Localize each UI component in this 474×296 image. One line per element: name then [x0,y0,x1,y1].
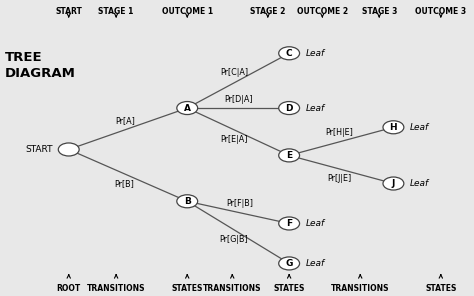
Circle shape [383,177,404,190]
Text: STATES: STATES [172,284,203,292]
Text: Pr[J|E]: Pr[J|E] [327,173,351,183]
Text: J: J [392,179,395,188]
Text: TREE
DIAGRAM: TREE DIAGRAM [5,51,76,80]
Text: Pr[F|B]: Pr[F|B] [227,199,254,208]
Text: B: B [184,197,191,206]
Text: Pr[D|A]: Pr[D|A] [224,95,253,104]
Text: Leaf: Leaf [306,259,325,268]
Text: STAGE 2: STAGE 2 [250,7,285,16]
Text: Leaf: Leaf [306,104,325,112]
Text: Leaf: Leaf [306,219,325,228]
Text: START: START [55,7,82,16]
Text: G: G [285,259,293,268]
Text: OUTCOME 1: OUTCOME 1 [162,7,213,16]
Text: TRANSITIONS: TRANSITIONS [203,284,262,292]
Text: D: D [285,104,293,112]
Text: STAGE 3: STAGE 3 [362,7,397,16]
Text: Pr[A]: Pr[A] [115,116,135,125]
Text: Pr[G|B]: Pr[G|B] [219,235,248,244]
Text: F: F [286,219,292,228]
Text: Leaf: Leaf [410,179,429,188]
Text: Pr[E|A]: Pr[E|A] [221,135,248,144]
Text: START: START [25,145,53,154]
Text: ROOT: ROOT [56,284,81,292]
Text: STATES: STATES [425,284,456,292]
Text: Pr[H|E]: Pr[H|E] [325,128,353,137]
Circle shape [279,257,300,270]
Circle shape [279,47,300,60]
Text: OUTCOME 3: OUTCOME 3 [415,7,466,16]
Text: STATES: STATES [273,284,305,292]
Circle shape [279,149,300,162]
Text: TRANSITIONS: TRANSITIONS [331,284,390,292]
Text: A: A [184,104,191,112]
Text: H: H [390,123,397,132]
Text: Pr[B]: Pr[B] [115,179,134,188]
Circle shape [177,102,198,115]
Text: C: C [286,49,292,58]
Circle shape [177,195,198,208]
Circle shape [58,143,79,156]
Text: E: E [286,151,292,160]
Text: OUTCOME 2: OUTCOME 2 [297,7,348,16]
Circle shape [279,217,300,230]
Text: Leaf: Leaf [306,49,325,58]
Text: Pr[C|A]: Pr[C|A] [220,68,248,77]
Text: STAGE 1: STAGE 1 [99,7,134,16]
Text: Leaf: Leaf [410,123,429,132]
Text: TRANSITIONS: TRANSITIONS [87,284,146,292]
Circle shape [383,121,404,134]
Circle shape [279,102,300,115]
